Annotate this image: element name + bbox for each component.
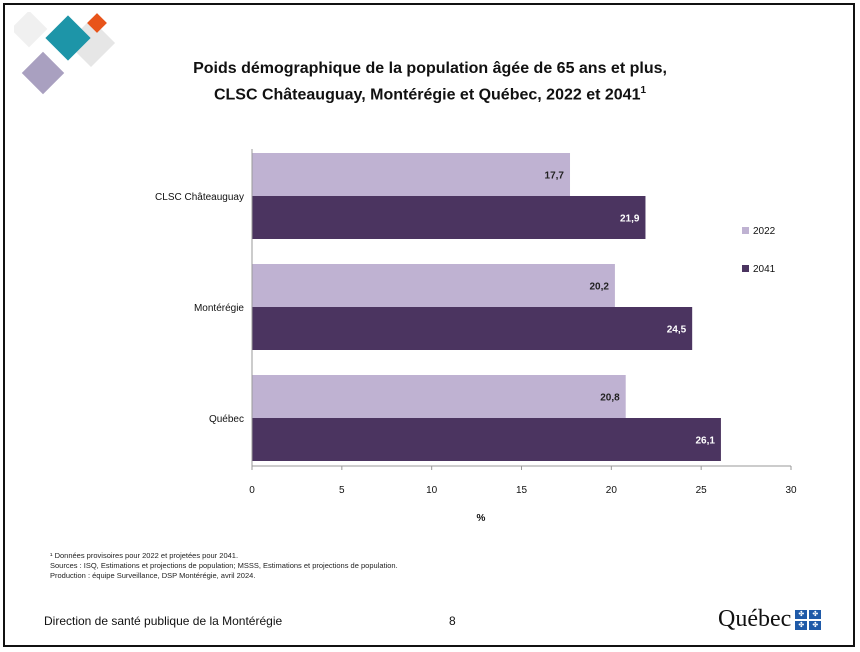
fleurdelise-flag-icon: ✤ ✤ ✤ ✤ — [795, 609, 822, 630]
bar-2041 — [252, 196, 646, 239]
footer-organization: Direction de santé publique de la Montér… — [44, 614, 283, 628]
footnote-1: ¹ Données provisoires pour 2022 et proje… — [50, 551, 239, 560]
x-tick-label: 20 — [606, 485, 618, 496]
data-label: 21,9 — [620, 214, 640, 225]
x-tick-label: 25 — [696, 485, 708, 496]
x-tick-label: 15 — [516, 485, 528, 496]
legend-label: 2041 — [753, 264, 776, 275]
data-label: 24,5 — [667, 325, 687, 336]
bar-2022 — [252, 153, 571, 196]
data-label: 17,7 — [545, 171, 565, 182]
page-number: 8 — [449, 614, 456, 628]
title-line-1: Poids démographique de la population âgé… — [193, 60, 667, 77]
x-tick-label: 10 — [426, 485, 438, 496]
title-footnote-mark: 1 — [640, 85, 647, 96]
data-label: 26,1 — [695, 436, 715, 447]
footnotes: ¹ Données provisoires pour 2022 et proje… — [50, 551, 398, 581]
legend-label: 2022 — [753, 226, 776, 237]
x-axis-label: % — [477, 513, 486, 524]
chart-title: Poids démographique de la population âgé… — [140, 58, 720, 106]
x-tick-label: 5 — [339, 485, 345, 496]
quebec-logo-word: Québec — [718, 606, 792, 632]
title-line-2: CLSC Châteauguay, Montérégie et Québec, … — [140, 80, 720, 106]
legend-swatch-2041 — [742, 265, 749, 272]
legend-swatch-2022 — [742, 227, 749, 234]
category-label: CLSC Châteauguay — [155, 192, 244, 203]
x-tick-label: 30 — [785, 485, 797, 496]
title-line-2-text: CLSC Châteauguay, Montérégie et Québec, … — [213, 86, 641, 104]
bar-2022 — [252, 264, 615, 307]
bar-2022 — [252, 375, 626, 418]
quebec-logo: Québec ✤ ✤ ✤ ✤ — [718, 606, 822, 633]
bar-2041 — [252, 418, 721, 461]
bar-2041 — [252, 307, 693, 350]
footnote-production: Production : équipe Surveillance, DSP Mo… — [50, 571, 256, 580]
data-label: 20,8 — [600, 393, 620, 404]
x-tick-label: 0 — [249, 485, 255, 496]
decorative-logo-shapes — [14, 12, 116, 95]
category-label: Québec — [209, 414, 244, 425]
footnote-sources: Sources : ISQ, Estimations et projection… — [50, 561, 398, 570]
deco-teal-diamond — [45, 15, 91, 61]
data-label: 20,2 — [589, 282, 609, 293]
category-label: Montérégie — [194, 303, 244, 314]
deco-orange-diamond — [87, 13, 107, 33]
